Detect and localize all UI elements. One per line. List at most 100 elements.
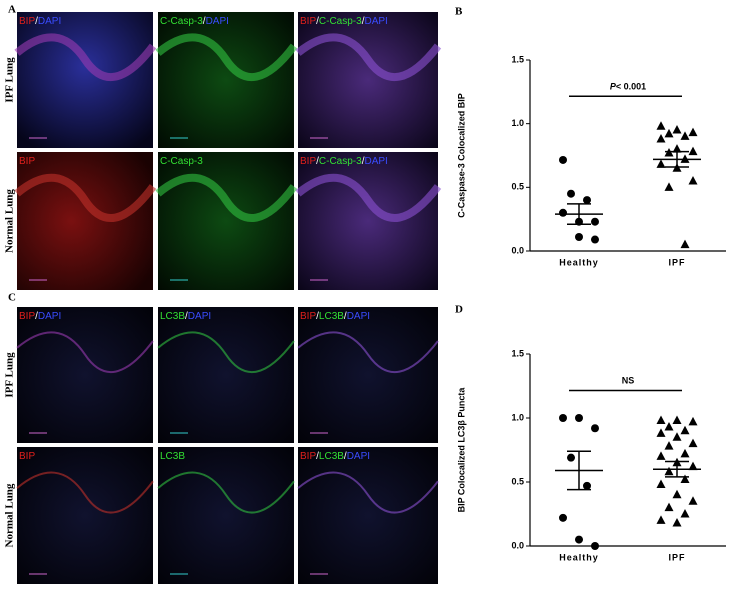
label-part: LC3B [319, 311, 344, 322]
data-point [672, 432, 682, 441]
data-point [680, 474, 690, 483]
label-part: BIP [300, 156, 316, 167]
label-part: BIP [300, 311, 316, 322]
label-part: DAPI [38, 16, 61, 27]
data-point [656, 515, 666, 524]
data-point [656, 159, 666, 168]
label-part: LC3B [160, 311, 185, 322]
data-point [664, 421, 674, 431]
label-part: C-Casp-3 [160, 156, 203, 167]
data-point [656, 133, 666, 143]
tissue [297, 331, 439, 374]
micrograph [17, 307, 153, 443]
image-label: C-Casp-3 [160, 156, 203, 167]
tissue [14, 173, 157, 222]
label-part: LC3B [319, 451, 344, 462]
label-part: / [203, 16, 206, 27]
data-point [664, 182, 674, 191]
row-label: IPF Lung [4, 57, 16, 103]
data-point [672, 489, 682, 499]
image-label: BIP/LC3B/DAPI [300, 311, 370, 322]
image-label: BIP/LC3B/DAPI [300, 451, 370, 462]
label-part: / [362, 16, 365, 27]
label-part: / [316, 311, 319, 322]
y-tick-label: 0.5 [511, 182, 524, 192]
label-part: BIP [300, 16, 316, 27]
micrograph [17, 447, 153, 584]
label-part: DAPI [206, 16, 229, 27]
label-part: / [362, 156, 365, 167]
micrograph [17, 152, 153, 290]
image-label: LC3B/DAPI [160, 311, 211, 322]
significance-text: NS [622, 376, 635, 386]
data-point [591, 424, 599, 433]
label-part: DAPI [364, 16, 387, 27]
micrograph [158, 307, 294, 443]
row-label: IPF Lung [4, 352, 16, 398]
micrograph [298, 307, 438, 443]
data-point [656, 428, 666, 437]
label-part: BIP [19, 156, 35, 167]
data-point [672, 415, 682, 425]
data-point [680, 509, 690, 518]
micrograph [298, 12, 438, 148]
data-point [680, 448, 690, 458]
tissue [16, 331, 154, 374]
image-label: BIP [19, 156, 35, 167]
data-point [688, 127, 698, 137]
micrograph [158, 447, 294, 584]
label-part: / [185, 311, 188, 322]
x-tick-label: IPF [668, 257, 685, 267]
data-point [672, 125, 682, 134]
tissue [14, 33, 157, 82]
label-part: DAPI [364, 156, 387, 167]
data-point [688, 146, 698, 156]
data-point [664, 466, 674, 476]
data-point [567, 453, 575, 462]
data-point [591, 217, 599, 226]
x-tick-label: Healthy [559, 552, 599, 562]
y-axis-label: C-Caspase-3 Colocalized BIP [456, 93, 466, 218]
y-tick-label: 1.0 [511, 412, 524, 422]
image-label: BIP/DAPI [19, 311, 61, 322]
tissue [297, 471, 439, 514]
tissue [155, 173, 298, 222]
panel-letter: C [8, 292, 16, 304]
data-point [559, 513, 567, 522]
x-tick-label: Healthy [559, 257, 599, 267]
tissue [157, 471, 295, 514]
y-tick-label: 0.5 [511, 476, 524, 486]
micrograph [17, 12, 153, 148]
y-axis-label: BIP Colocalized LC3β Puncta [456, 387, 466, 513]
image-label: LC3B [160, 451, 185, 462]
significance-text: < 0.001 [616, 82, 646, 92]
label-part: / [35, 16, 38, 27]
data-point [672, 517, 682, 527]
data-point [664, 128, 674, 138]
data-point [680, 425, 690, 435]
x-tick-label: IPF [668, 552, 685, 562]
label-part: / [316, 16, 319, 27]
data-point [575, 232, 583, 241]
micrograph [298, 447, 438, 584]
data-point [559, 414, 567, 422]
panel-letter: B [455, 6, 463, 18]
image-label: C-Casp-3/DAPI [160, 16, 229, 27]
y-tick-label: 0.0 [511, 540, 524, 550]
data-point [583, 196, 591, 205]
data-point [656, 479, 666, 489]
data-point [672, 144, 682, 153]
data-point [567, 189, 575, 198]
label-part: / [344, 451, 347, 462]
data-point [664, 441, 674, 450]
significance-label: NS [622, 376, 635, 386]
data-point [575, 414, 583, 422]
y-tick-label: 1.5 [511, 54, 524, 64]
data-point [656, 415, 666, 425]
data-point [559, 208, 567, 217]
data-point [688, 461, 698, 471]
label-part: / [344, 311, 347, 322]
label-part: BIP [19, 451, 35, 462]
label-part: C-Casp-3 [319, 156, 362, 167]
